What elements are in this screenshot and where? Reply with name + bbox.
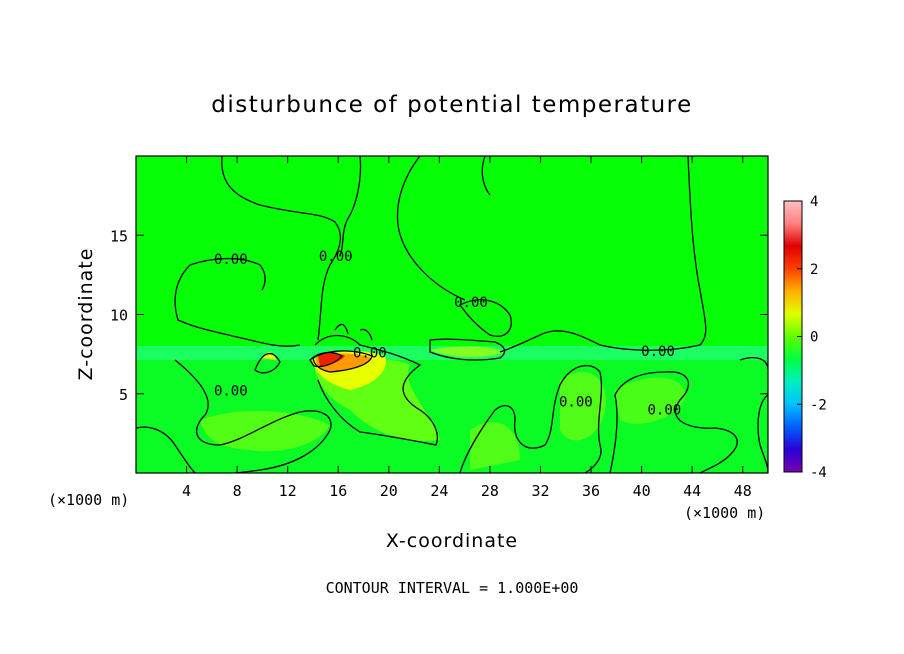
- warm-patch: [430, 346, 505, 357]
- contour-label: 0.00: [214, 384, 248, 400]
- contour-label: 0.00: [319, 249, 353, 265]
- x-tick-label: 44: [683, 482, 701, 500]
- chart-title: disturbunce of potential temperature: [211, 92, 693, 118]
- colorbar-tick-label: 0: [810, 330, 818, 346]
- contour-interval-note: CONTOUR INTERVAL = 1.000E+00: [326, 579, 579, 597]
- warm-patch: [470, 421, 520, 470]
- y-tick-label: 10: [110, 307, 128, 325]
- x-tick-label: 16: [329, 482, 347, 500]
- x-tick-label: 48: [734, 482, 752, 500]
- colorbar-ticks: -4 -2 0 2 4: [797, 194, 827, 481]
- colorbar-tick-label: 4: [810, 194, 818, 210]
- plot-area: 0.00 0.00 0.00 0.00 0.00 0.00 0.00 0.00: [136, 156, 768, 473]
- x-tick-label: 8: [233, 482, 242, 500]
- colorbar: -4 -2 0 2 4: [783, 194, 827, 481]
- hot-core-red: [318, 353, 345, 366]
- colorbar-tick-label: -4: [810, 465, 827, 481]
- y-axis-label: Z-coordinate: [75, 248, 97, 381]
- y-tick-label: 15: [110, 227, 128, 245]
- contour-label: 0.00: [353, 346, 387, 362]
- contour-label: 0.00: [454, 295, 488, 311]
- contour-label: 0.00: [647, 403, 681, 419]
- x-tick-label: 12: [279, 482, 297, 500]
- contour-lines: [136, 156, 768, 473]
- colorbar-tick-label: -2: [810, 397, 827, 413]
- contour-label: 0.00: [559, 395, 593, 411]
- warm-patch: [560, 371, 606, 441]
- contour-label: 0.00: [214, 252, 248, 268]
- x-tick-label: 4: [182, 482, 191, 500]
- x-axis-label: X-coordinate: [386, 530, 518, 552]
- contour-label-layer: 0.00 0.00 0.00 0.00 0.00 0.00 0.00 0.00: [214, 249, 681, 419]
- x-tick-label: 36: [582, 482, 600, 500]
- x-unit-right: (×1000 m): [684, 504, 765, 522]
- y-tick-label: 5: [119, 386, 128, 404]
- x-axis-ticks: 4 8 12 16 20 24 28 32 36 40 44 48: [182, 156, 752, 500]
- contour-label: 0.00: [641, 344, 675, 360]
- warm-patch: [615, 377, 686, 424]
- x-tick-label: 20: [380, 482, 398, 500]
- x-tick-label: 24: [430, 482, 448, 500]
- x-unit-left: (×1000 m): [48, 491, 129, 509]
- x-tick-label: 40: [633, 482, 651, 500]
- colorbar-tick-label: 2: [810, 262, 818, 278]
- x-tick-label: 28: [481, 482, 499, 500]
- y-axis-ticks: 5 10 15: [110, 227, 768, 404]
- x-tick-label: 32: [531, 482, 549, 500]
